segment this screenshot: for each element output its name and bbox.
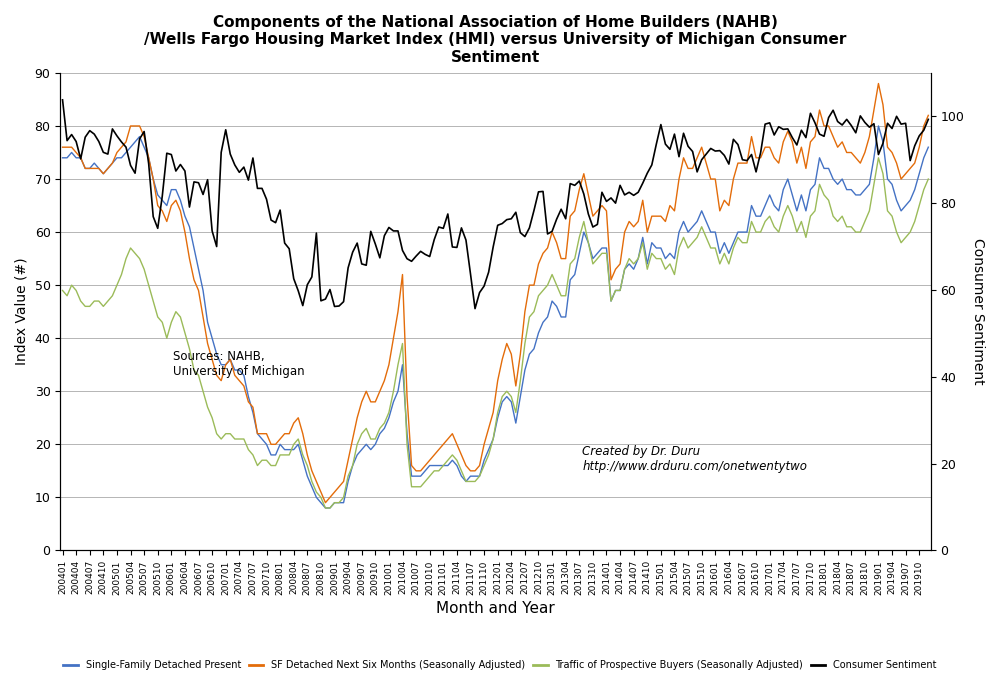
Y-axis label: Index Value (#): Index Value (#) bbox=[15, 258, 29, 365]
Text: Sources: NAHB,
University of Michigan: Sources: NAHB, University of Michigan bbox=[173, 350, 305, 378]
Title: Components of the National Association of Home Builders (NAHB)
/Wells Fargo Hous: Components of the National Association o… bbox=[144, 15, 847, 65]
Legend: Single-Family Detached Present, SF Detached Next Six Months (Seasonally Adjusted: Single-Family Detached Present, SF Detac… bbox=[59, 657, 941, 674]
X-axis label: Month and Year: Month and Year bbox=[436, 602, 555, 617]
Text: Created by Dr. Duru
http://www.drduru.com/onetwentytwo: Created by Dr. Duru http://www.drduru.co… bbox=[582, 445, 807, 473]
Y-axis label: Consumer Sentiment: Consumer Sentiment bbox=[971, 238, 985, 385]
